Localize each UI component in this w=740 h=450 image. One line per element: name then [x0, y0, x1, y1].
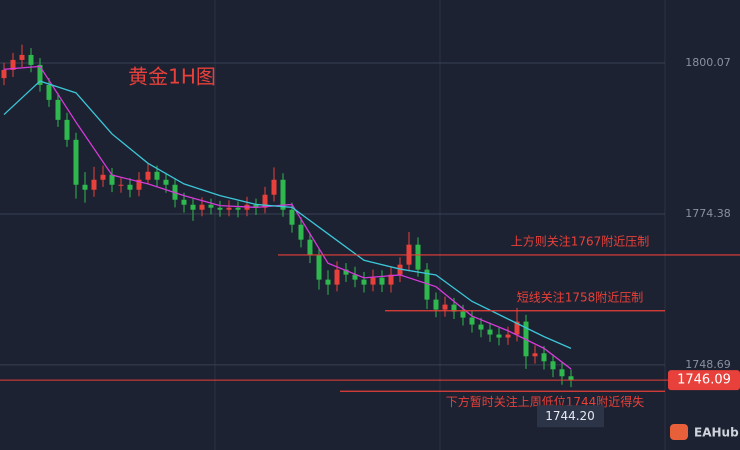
candle-body	[370, 277, 376, 285]
candle-body	[514, 321, 520, 335]
candle-body	[271, 179, 277, 195]
candle-body	[208, 204, 214, 208]
candle-body	[37, 64, 43, 85]
candle-body	[73, 139, 79, 185]
chart-title: 黄金1H图	[128, 65, 216, 89]
candle-body	[118, 184, 124, 186]
level-label: 短线关注1758附近压制	[517, 289, 644, 304]
candle-body	[352, 274, 358, 280]
candle-body	[568, 376, 574, 381]
candle-body	[469, 317, 475, 325]
candle-body	[280, 179, 286, 210]
candle-body	[478, 324, 484, 330]
level-label: 下方暂时关注上周低位1744附近得失	[446, 394, 645, 409]
y-tick-label: 1800.07	[685, 56, 731, 69]
candle-body	[145, 171, 151, 180]
price-tag-bg	[537, 405, 604, 428]
brand: EAHub	[694, 426, 739, 440]
candle-body	[199, 204, 205, 210]
candle-body	[496, 334, 502, 338]
candle-body	[415, 244, 421, 270]
candle-body	[334, 269, 340, 285]
candle-body	[325, 279, 331, 285]
candle-body	[136, 179, 142, 190]
candle-body	[361, 279, 367, 285]
candle-body	[10, 59, 16, 70]
ma-line	[3, 80, 572, 349]
candle-body	[460, 311, 466, 318]
candle-body	[109, 174, 115, 185]
candle-body	[46, 84, 52, 100]
candle-body	[559, 369, 565, 377]
candle-body	[505, 334, 511, 338]
candle-body	[433, 299, 439, 310]
candle-body	[307, 239, 313, 255]
candle-body	[226, 207, 232, 210]
candle-body	[487, 329, 493, 335]
current-price-bg	[668, 370, 740, 391]
candle-body	[217, 207, 223, 210]
candle-body	[181, 199, 187, 205]
candle-body	[532, 353, 538, 357]
candle-body	[64, 119, 70, 140]
candle-body	[316, 254, 322, 280]
candle-body	[1, 69, 7, 79]
candle-body	[550, 361, 556, 370]
candle-body	[82, 184, 88, 190]
candle-body	[424, 269, 430, 300]
current-price: 1746.09	[677, 373, 731, 388]
candle-body	[262, 194, 268, 208]
y-tick-label: 1774.38	[685, 207, 731, 220]
candle-body	[388, 274, 394, 285]
brand-icon	[670, 424, 688, 440]
candle-body	[253, 204, 259, 208]
candle-body	[127, 184, 133, 190]
candle-body	[451, 304, 457, 312]
candle-body	[19, 54, 25, 60]
y-tick-label: 1748.69	[685, 358, 731, 371]
candle-body	[343, 269, 349, 275]
candle-body	[235, 207, 241, 210]
candle-body	[163, 179, 169, 185]
candle-body	[379, 277, 385, 285]
candle-body	[190, 204, 196, 210]
price-tag: 1744.20	[545, 409, 595, 423]
candle-body	[442, 304, 448, 310]
candle-body	[298, 224, 304, 240]
candle-body	[100, 174, 106, 180]
ma-line	[3, 65, 572, 370]
candle-body	[28, 54, 34, 65]
candle-body	[55, 99, 61, 120]
candle-body	[289, 209, 295, 225]
candle-body	[154, 171, 160, 180]
level-label: 上方则关注1767附近压制	[511, 233, 650, 248]
candle-body	[91, 179, 97, 190]
candle-body	[541, 353, 547, 362]
